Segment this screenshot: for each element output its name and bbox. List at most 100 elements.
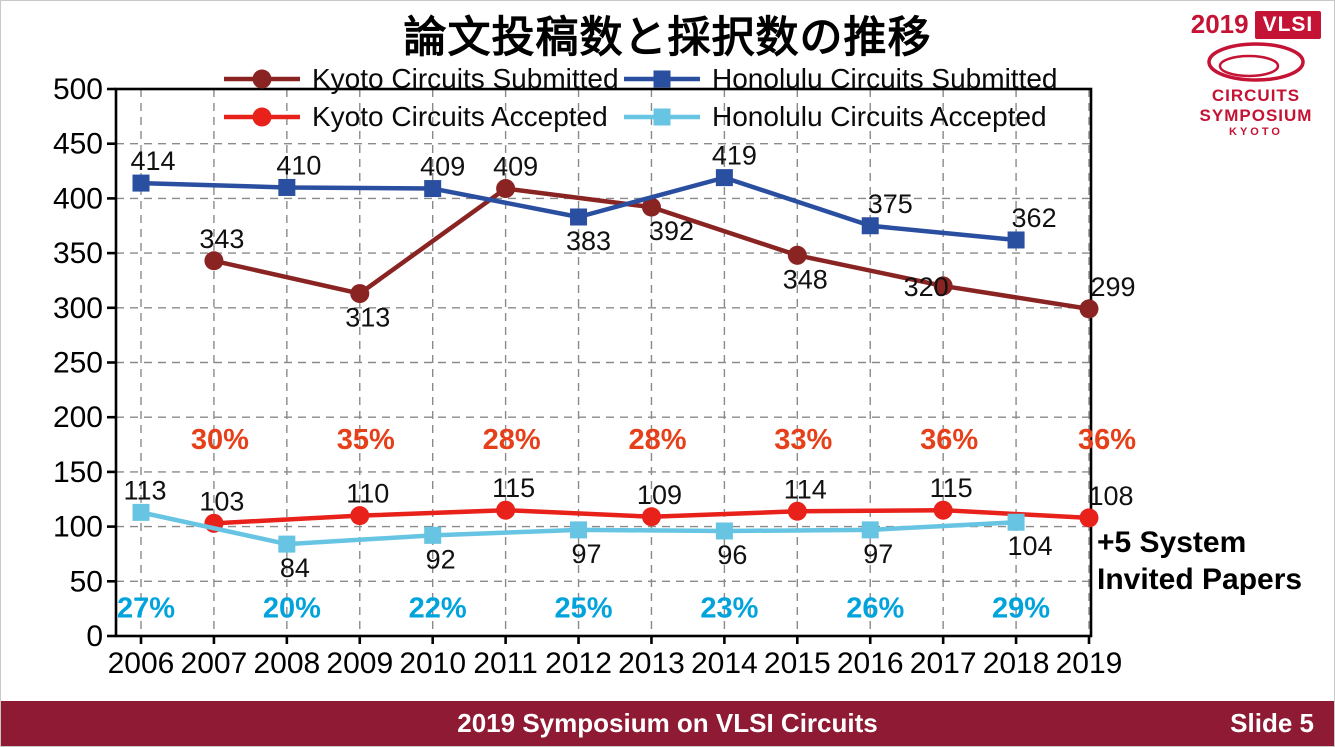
svg-text:2007: 2007 [181, 647, 248, 680]
gridlines [116, 89, 1091, 636]
logo-vlsi-badge: VLSI [1254, 10, 1322, 39]
footer-bar: 2019 Symposium on VLSI Circuits Slide 5 [1, 701, 1334, 746]
svg-text:343: 343 [199, 224, 244, 254]
legend-label-kyoto-submitted: Kyoto Circuits Submitted [312, 62, 619, 94]
series-honolulu_submitted [132, 169, 1025, 249]
svg-text:104: 104 [1008, 531, 1053, 561]
svg-text:400: 400 [53, 182, 103, 215]
rate-row-kyoto_rate_text: 30% 35% 28% 28% 33% 36% 36% [191, 424, 1136, 456]
logo-kyoto-text: KYOTO [1229, 126, 1283, 139]
system-invited-note: +5 System Invited Papers [1097, 524, 1302, 598]
svg-text:409: 409 [420, 152, 465, 182]
annotation-line1: +5 System [1097, 526, 1247, 559]
svg-text:28%: 28% [483, 424, 541, 456]
svg-text:92: 92 [426, 544, 456, 574]
svg-text:410: 410 [276, 150, 321, 180]
logo-year: 2019 [1190, 9, 1249, 39]
svg-text:383: 383 [566, 226, 611, 256]
annotation-line2: Invited Papers [1097, 563, 1303, 596]
kyoto-accepted-marker-icon [224, 107, 300, 126]
svg-text:30%: 30% [191, 424, 249, 456]
svg-text:409: 409 [493, 152, 538, 182]
svg-text:36%: 36% [1078, 424, 1136, 456]
legend-label-honolulu-accepted: Honolulu Circuits Accepted [712, 100, 1047, 132]
svg-text:2012: 2012 [545, 647, 612, 680]
svg-text:392: 392 [649, 216, 694, 246]
series-honolulu_accepted [132, 503, 1025, 553]
legend-item-kyoto-submitted: Kyoto Circuits Submitted [222, 60, 622, 97]
legend-label-honolulu-submitted: Honolulu Circuits Submitted [712, 62, 1058, 94]
svg-text:500: 500 [53, 73, 103, 106]
svg-text:110: 110 [346, 479, 389, 509]
svg-text:450: 450 [53, 128, 103, 161]
svg-text:28%: 28% [628, 424, 686, 456]
svg-text:23%: 23% [700, 592, 758, 624]
svg-text:2014: 2014 [691, 647, 758, 680]
svg-text:2015: 2015 [764, 647, 831, 680]
svg-text:2006: 2006 [108, 647, 175, 680]
svg-text:2010: 2010 [399, 647, 466, 680]
svg-text:414: 414 [130, 146, 175, 176]
svg-text:2017: 2017 [910, 647, 977, 680]
logo-top-row: 2019 VLSI [1190, 9, 1322, 40]
slide-title: 論文投稿数と採択数の推移 [403, 14, 932, 62]
legend: Kyoto Circuits Submitted Honolulu Circui… [222, 60, 1058, 135]
series-kyoto_submitted [204, 179, 1099, 319]
svg-text:2019: 2019 [1056, 647, 1123, 680]
svg-text:2013: 2013 [618, 647, 685, 680]
svg-text:97: 97 [863, 539, 893, 569]
svg-text:113: 113 [123, 475, 166, 505]
svg-text:35%: 35% [337, 424, 395, 456]
svg-text:300: 300 [53, 292, 103, 325]
slide-number: Slide 5 [1230, 708, 1314, 738]
point-labels: 343 313 409 392 348 320 299 414 410 409 383 419 375 3… [123, 141, 1135, 583]
svg-text:103: 103 [199, 486, 244, 516]
kyoto-submitted-marker-icon [224, 69, 300, 88]
svg-text:0: 0 [86, 620, 103, 653]
svg-text:313: 313 [345, 303, 390, 333]
svg-text:419: 419 [712, 141, 757, 171]
svg-text:84: 84 [280, 553, 310, 583]
svg-text:320: 320 [904, 272, 949, 302]
series-kyoto_accepted [204, 500, 1099, 533]
logo-symposium-text: SYMPOSIUM [1199, 105, 1313, 125]
logo-disc-icon [1207, 42, 1305, 82]
svg-text:150: 150 [53, 456, 103, 489]
svg-text:25%: 25% [555, 592, 613, 624]
svg-text:250: 250 [53, 347, 103, 380]
axes [107, 87, 1093, 644]
honolulu-submitted-marker-icon [624, 70, 700, 87]
svg-text:100: 100 [53, 511, 103, 544]
honolulu-accepted-marker-icon [624, 108, 700, 125]
svg-text:2008: 2008 [253, 647, 320, 680]
svg-text:115: 115 [492, 473, 535, 503]
svg-text:350: 350 [53, 237, 103, 270]
legend-item-honolulu-submitted: Honolulu Circuits Submitted [622, 60, 1058, 97]
legend-item-kyoto-accepted: Kyoto Circuits Accepted [222, 98, 622, 135]
svg-text:29%: 29% [992, 592, 1050, 624]
svg-text:200: 200 [53, 401, 103, 434]
svg-text:114: 114 [784, 474, 827, 504]
svg-text:108: 108 [1088, 481, 1133, 511]
svg-text:97: 97 [572, 539, 602, 569]
logo-circuits-text: CIRCUITS [1211, 86, 1301, 105]
svg-text:348: 348 [783, 264, 828, 294]
legend-item-honolulu-accepted: Honolulu Circuits Accepted [622, 98, 1058, 135]
svg-text:299: 299 [1090, 272, 1135, 302]
svg-text:375: 375 [868, 189, 913, 219]
svg-text:50: 50 [70, 565, 103, 598]
rate-row-honolulu_rate_text: 27% 20% 22% 25% 23% 26% 29% [117, 592, 1050, 624]
legend-label-kyoto-accepted: Kyoto Circuits Accepted [312, 100, 608, 132]
vlsi-logo: 2019 VLSI CIRCUITS SYMPOSIUM KYOTO [1190, 9, 1322, 138]
svg-text:2011: 2011 [473, 647, 538, 680]
svg-text:27%: 27% [117, 592, 175, 624]
svg-text:96: 96 [717, 540, 747, 570]
footer-title: 2019 Symposium on VLSI Circuits [457, 708, 878, 738]
svg-text:2018: 2018 [983, 647, 1050, 680]
svg-text:115: 115 [930, 473, 973, 503]
svg-text:26%: 26% [846, 592, 904, 624]
svg-text:22%: 22% [409, 592, 467, 624]
